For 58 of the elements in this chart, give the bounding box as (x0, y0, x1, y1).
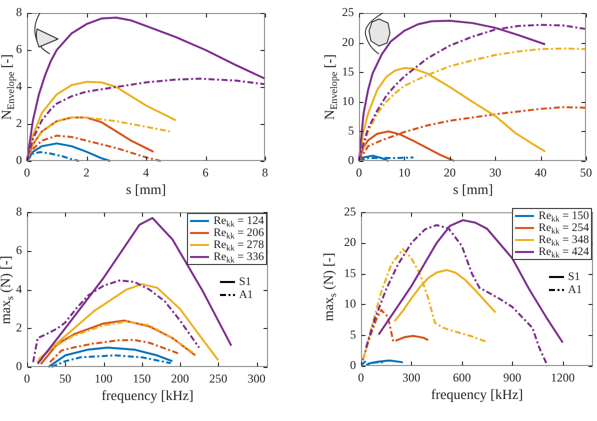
y-tick-label: 0 (348, 153, 354, 168)
legend-label: Re$_{kk}$ = 150 (538, 210, 589, 224)
y-tick-label: 2 (16, 320, 22, 334)
y-tick-label: 15 (344, 266, 356, 280)
y-tick-label: 25 (342, 5, 354, 20)
line-series (48, 338, 180, 364)
x-tick-label: 30 (489, 165, 502, 180)
legend-label: Re$_{kk}$ = 278 (213, 239, 264, 252)
y-tick-label: 4 (16, 282, 22, 296)
y-tick-label: 15 (342, 64, 354, 78)
x-tick-label: 300 (248, 371, 266, 386)
legend-label: Re$_{kk}$ = 206 (213, 227, 264, 240)
x-tick-label: 10 (398, 165, 410, 180)
y-tick-label: 10 (344, 296, 356, 311)
legend-label: A1 (568, 284, 582, 296)
x-tick-label: 900 (503, 370, 522, 384)
y-tick-label: 4 (16, 79, 22, 94)
legend-label: S1 (568, 270, 580, 282)
y-tick-label: 10 (342, 94, 354, 108)
x-tick-label: 100 (94, 371, 113, 386)
x-tick-label: 250 (209, 371, 228, 386)
x-tick-label: 2 (84, 165, 90, 180)
y-tick-label: 0 (16, 153, 22, 168)
x-tick-label: 4 (143, 165, 149, 180)
legend-label: A1 (238, 288, 253, 300)
x-tick-label: 200 (171, 371, 190, 386)
x-axis-title: s [mm] (452, 183, 494, 199)
legend-label: Re$_{kk}$ = 124 (213, 215, 264, 228)
x-axis-title: frequency [kHz] (430, 388, 524, 404)
x-tick-label: 600 (452, 370, 471, 384)
legend-label: S1 (238, 276, 252, 288)
x-tick-label: 8 (262, 165, 268, 180)
y-tick-label: 6 (16, 42, 22, 56)
y-tick-label: 25 (344, 204, 356, 218)
x-axis-title: frequency [kHz] (101, 389, 194, 405)
x-tick-label: 1200 (550, 370, 575, 384)
y-tick-label: 20 (344, 235, 356, 250)
y-tick-label: 2 (16, 116, 22, 130)
y-tick-label: 5 (350, 327, 356, 342)
x-tick-label: 300 (402, 370, 420, 384)
legend-label: Re$_{kk}$ = 254 (538, 222, 589, 236)
legend-label: Re$_{kk}$ = 424 (538, 246, 589, 260)
y-tick-label: 0 (350, 358, 356, 372)
x-tick-label: 50 (580, 165, 592, 180)
y-tick-label: 20 (342, 34, 354, 49)
x-tick-label: 50 (59, 371, 72, 386)
y-tick-label: 8 (16, 204, 22, 218)
legend-label: Re$_{kk}$ = 336 (213, 251, 264, 264)
x-tick-label: 6 (202, 165, 208, 180)
y-tick-label: 6 (16, 243, 22, 258)
y-tick-label: 5 (348, 124, 354, 138)
legend-label: Re$_{kk}$ = 348 (538, 234, 589, 248)
x-axis-title: s [mm] (126, 183, 166, 199)
y-tick-label: 0 (16, 359, 22, 374)
x-tick-label: 20 (444, 165, 456, 180)
x-tick-label: 40 (534, 165, 547, 180)
y-tick-label: 8 (16, 5, 22, 20)
x-tick-label: 150 (132, 371, 151, 386)
